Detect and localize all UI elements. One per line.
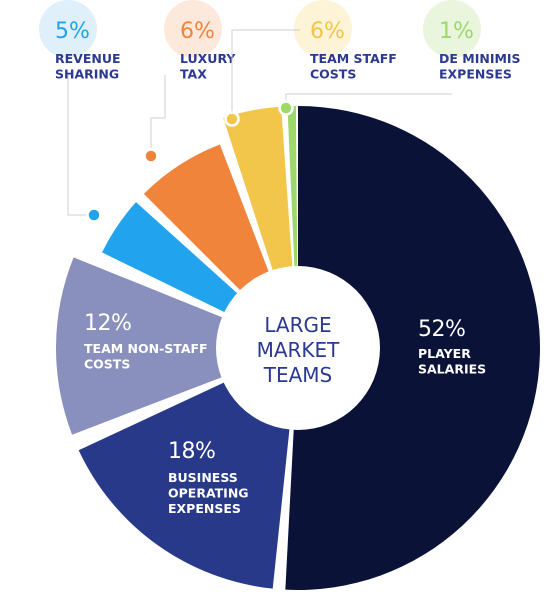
slice-percent-label: 18% (168, 439, 215, 464)
slice-category-label: SALARIES (418, 362, 486, 377)
callout-category-label: SHARING (55, 67, 119, 82)
leader-line (150, 75, 166, 156)
callout-badge (423, 0, 481, 58)
pie-center-hole (216, 266, 380, 430)
leader-line (285, 93, 452, 108)
callout-category-label: COSTS (310, 67, 356, 82)
leader-dot (143, 148, 159, 164)
callout-badge (294, 0, 352, 58)
callout-category-label: LUXURY (180, 51, 236, 66)
center-label-line: TEAMS (263, 363, 333, 387)
center-label-line: LARGE (264, 313, 331, 337)
callout-percent-label: 1% (439, 19, 474, 44)
leader-dot (224, 111, 240, 127)
slice-category-label: PLAYER (418, 346, 471, 361)
slice-percent-label: 12% (84, 311, 131, 336)
slice-category-label: EXPENSES (168, 501, 241, 516)
callout-badge (39, 0, 97, 58)
slice-category-label: COSTS (84, 357, 130, 372)
slice-category-label: OPERATING (168, 486, 249, 501)
slice-percent-label: 52% (418, 317, 465, 342)
leader-dot (278, 100, 294, 116)
leader-dot (86, 207, 102, 223)
center-label-line: MARKET (257, 338, 341, 362)
slice-category-label: TEAM NON-STAFF (84, 341, 208, 356)
callout-percent-label: 5% (55, 19, 90, 44)
callout-category-label: DE MINIMIS (439, 51, 521, 66)
leader-line (67, 75, 94, 216)
callout-category-label: EXPENSES (439, 67, 512, 82)
callout-category-label: TAX (180, 67, 207, 82)
callout-badge (164, 0, 222, 58)
callout-category-label: TEAM STAFF (310, 51, 397, 66)
callout-percent-label: 6% (180, 19, 215, 44)
pie-slice-0 (285, 106, 541, 590)
pie-slice-2 (56, 257, 299, 435)
callout-percent-label: 6% (310, 19, 345, 44)
slice-category-label: BUSINESS (168, 470, 238, 485)
leader-line (231, 29, 300, 119)
callout-category-label: REVENUE (55, 51, 121, 66)
